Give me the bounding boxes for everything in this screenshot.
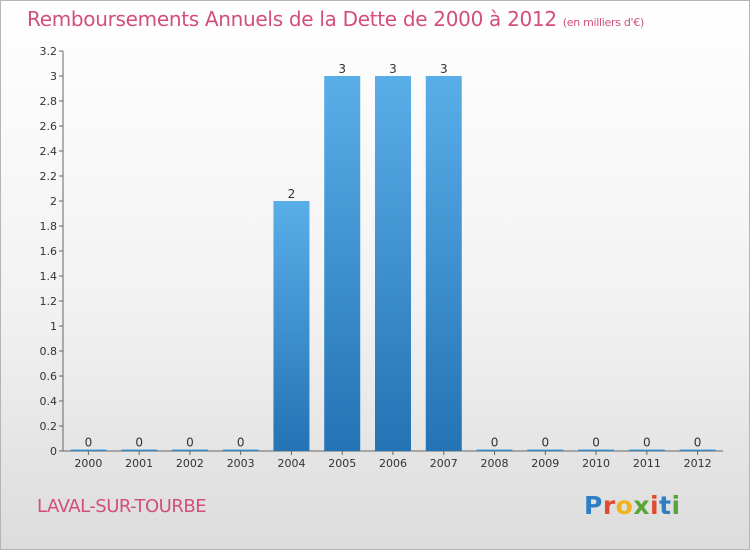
bar-2008 (476, 449, 513, 451)
bar-2006 (375, 76, 411, 451)
x-tick-label-2010: 2010 (582, 457, 610, 470)
logo-letter: i (671, 491, 681, 520)
bar-2004 (273, 201, 310, 451)
y-tick-label: 0.2 (40, 420, 58, 433)
data-label-2005: 3 (338, 62, 346, 76)
data-label-2012: 0 (694, 436, 702, 450)
data-label-2007: 3 (440, 62, 448, 76)
data-label-2003: 0 (237, 436, 245, 450)
y-tick-label: 1.2 (40, 295, 58, 308)
y-tick-label: 0.8 (40, 345, 58, 358)
logo-letter: r (602, 491, 616, 520)
bar-2007 (425, 76, 462, 451)
y-tick-label: 1.6 (40, 245, 58, 258)
data-label-2008: 0 (491, 436, 499, 450)
y-tick-label: 2.6 (40, 120, 58, 133)
bar-2011 (628, 449, 665, 451)
data-label-2002: 0 (186, 436, 194, 450)
y-tick-label: 2 (50, 195, 57, 208)
data-label-2001: 0 (135, 436, 143, 450)
y-tick-label: 3.2 (40, 45, 58, 58)
x-tick-label-2011: 2011 (633, 457, 661, 470)
x-tick-label-2006: 2006 (379, 457, 407, 470)
bar-2000 (70, 449, 107, 451)
y-tick-label: 0.6 (40, 370, 58, 383)
bar-2001 (121, 449, 158, 451)
bar-2010 (578, 449, 615, 451)
y-tick-label: 1.4 (40, 270, 58, 283)
y-tick-label: 2.4 (40, 145, 58, 158)
y-tick-label: 2.2 (40, 170, 58, 183)
data-label-2004: 2 (288, 187, 296, 201)
chart-bars: 0 0 0 0 2 3 3 3 0 0 0 0 0 (70, 62, 716, 451)
bar-2002 (171, 449, 208, 451)
bar-2012 (679, 449, 716, 451)
x-tick-label-2001: 2001 (125, 457, 153, 470)
x-tick-label-2000: 2000 (74, 457, 102, 470)
x-tick-label-2012: 2012 (684, 457, 712, 470)
data-label-2009: 0 (541, 436, 549, 450)
x-tick-label-2002: 2002 (176, 457, 204, 470)
bar-2009 (527, 449, 564, 451)
x-tick-label-2009: 2009 (531, 457, 559, 470)
commune-name: LAVAL-SUR-TOURBE (37, 496, 207, 517)
logo-letter: P (584, 491, 603, 520)
x-tick-label-2005: 2005 (328, 457, 356, 470)
y-tick-label: 0 (50, 445, 57, 458)
chart-unit: (en milliers d'€) (562, 16, 644, 29)
x-tick-label-2007: 2007 (430, 457, 458, 470)
proxiti-logo[interactable]: Proxiti (584, 491, 681, 520)
chart-title-text: Remboursements Annuels de la Dette de 20… (27, 7, 557, 31)
logo-letter: o (615, 491, 634, 520)
logo-letter: i (650, 491, 660, 520)
x-tick-label-2003: 2003 (227, 457, 255, 470)
y-tick-label: 1.8 (40, 220, 58, 233)
logo-letter: x (633, 491, 650, 520)
chart-title: Remboursements Annuels de la Dette de 20… (27, 7, 644, 31)
y-tick-label: 0.4 (40, 395, 58, 408)
y-tick-label: 2.8 (40, 95, 58, 108)
logo-letter: t (659, 491, 672, 520)
y-tick-label: 1 (50, 320, 57, 333)
data-label-2010: 0 (592, 436, 600, 450)
bar-2005 (324, 76, 361, 451)
data-label-2006: 3 (389, 62, 397, 76)
y-tick-label: 3 (50, 70, 57, 83)
data-label-2000: 0 (85, 436, 93, 450)
x-tick-label-2004: 2004 (277, 457, 305, 470)
chart-axes: 0 0.2 0.4 0.6 0.8 1 1.2 1.4 1.6 1.8 2 2.2 2.4 2.6 2.8 3… (40, 45, 723, 470)
bar-2003 (222, 449, 259, 451)
x-tick-label-2008: 2008 (481, 457, 509, 470)
data-label-2011: 0 (643, 436, 651, 450)
